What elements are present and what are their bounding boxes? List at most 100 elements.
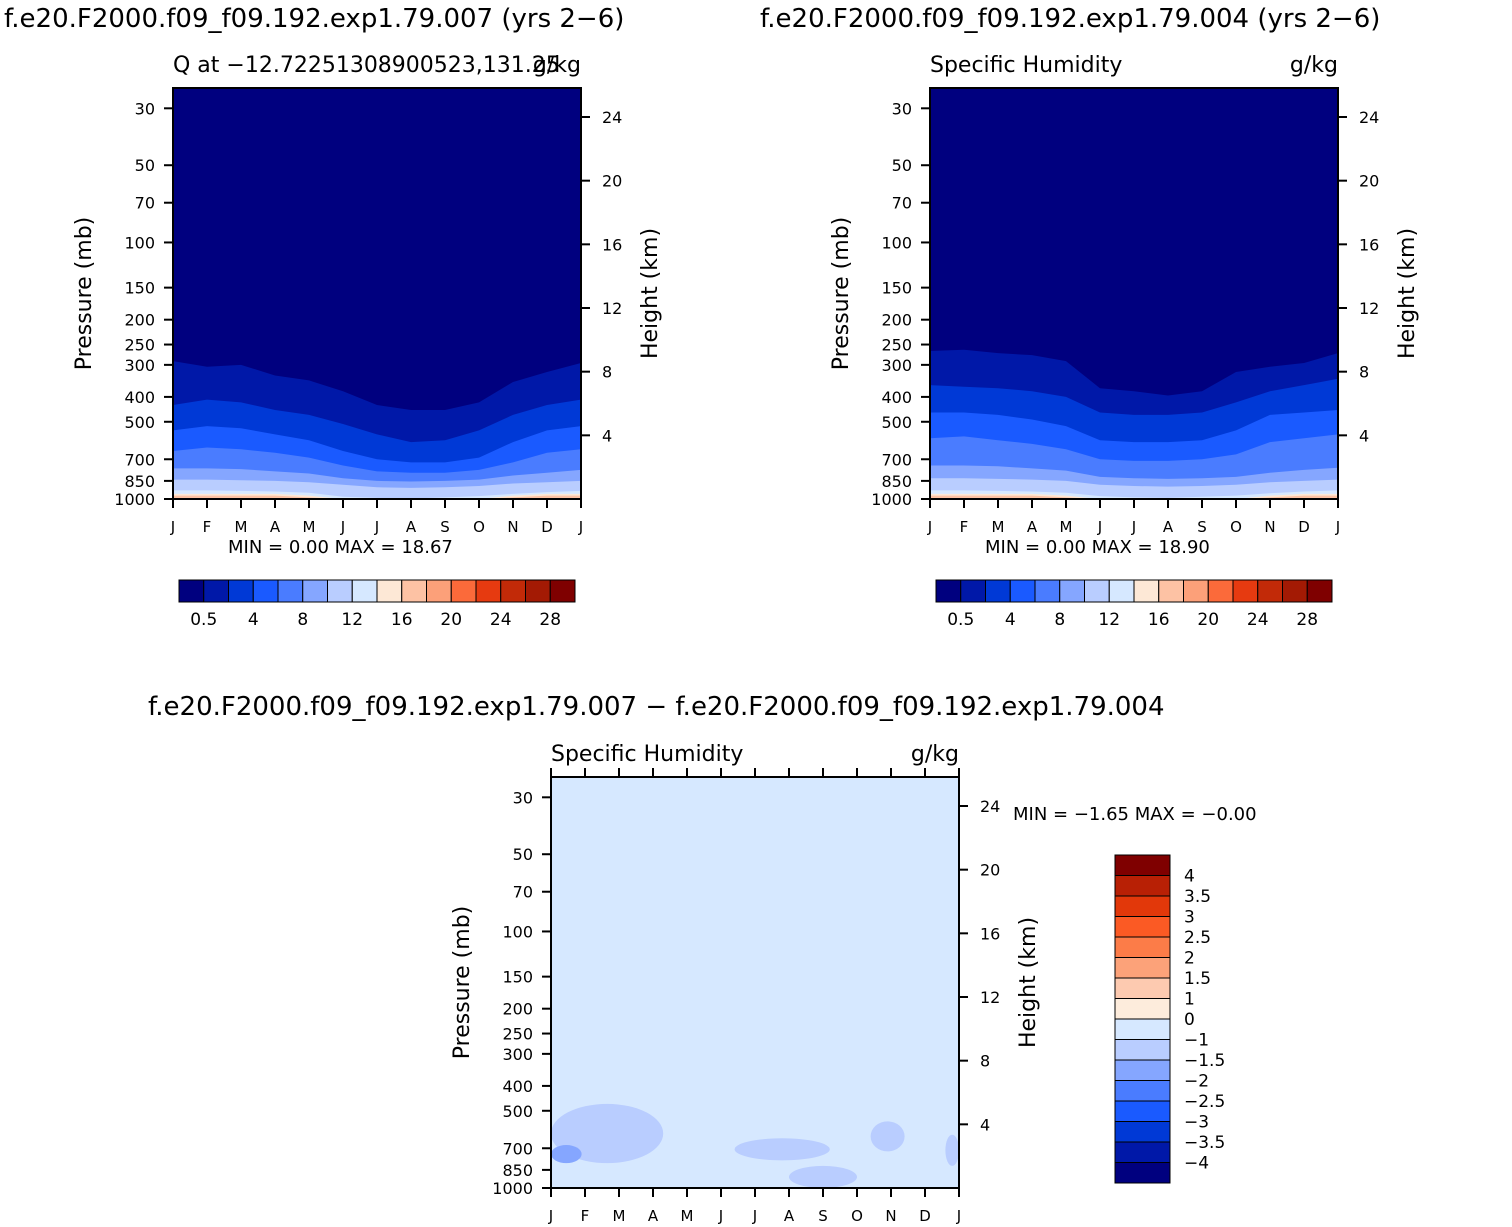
y2-tick-label: 16 <box>1359 235 1379 254</box>
y-tick-label: 300 <box>881 356 912 375</box>
y-tick-label: 150 <box>124 279 155 298</box>
colorbar-swatch <box>985 579 1011 603</box>
y-tick-label: 70 <box>892 194 912 213</box>
plot-left-title: Specific Humidity <box>551 742 743 767</box>
anomaly-patch <box>945 1134 959 1166</box>
plot-units-title: g/kg <box>911 742 959 767</box>
plot-units-title: g/kg <box>533 53 581 78</box>
y2-tick-label: 20 <box>602 172 622 191</box>
y-tick-label: 100 <box>881 233 912 252</box>
colorbar-swatch <box>1114 854 1171 876</box>
y-tick-label: 850 <box>881 472 912 491</box>
y-tick-label: 50 <box>135 156 155 175</box>
colorbar-label: 4 <box>1005 610 1016 630</box>
run-title: f.e20.F2000.f09_f09.192.exp1.79.007 − f.… <box>148 692 1165 722</box>
run-title: f.e20.F2000.f09_f09.192.exp1.79.007 (yrs… <box>4 4 624 34</box>
x-tick-label: S <box>440 518 450 536</box>
colorbar-swatch <box>426 579 452 603</box>
anomaly-patch <box>734 1138 830 1161</box>
plot-left-title: Specific Humidity <box>930 53 1122 78</box>
colorbar-swatch <box>1257 579 1283 603</box>
colorbar-label: 12 <box>341 610 363 630</box>
colorbar-label: −2.5 <box>1184 1092 1225 1112</box>
y-tick-label: 100 <box>502 922 533 941</box>
colorbar-label: 3.5 <box>1184 887 1211 907</box>
colorbar-swatch <box>1114 1141 1171 1163</box>
y2-tick-label: 24 <box>980 797 1000 816</box>
colorbar-swatch <box>228 579 254 603</box>
x-tick-label: J <box>927 518 932 536</box>
x-tick-label: D <box>919 1207 931 1225</box>
colorbar-label: 16 <box>1148 610 1170 630</box>
y-tick-label: 50 <box>892 156 912 175</box>
colorbar-label: 1 <box>1184 990 1195 1010</box>
y-tick-label: 400 <box>502 1077 533 1096</box>
colorbar-swatch <box>525 579 551 603</box>
contour-fill <box>551 777 959 1188</box>
colorbar-swatch <box>302 579 328 603</box>
colorbar-swatch <box>1114 875 1171 897</box>
y2-tick-label: 12 <box>602 299 622 318</box>
x-tick-label: M <box>992 518 1005 536</box>
x-tick-label: J <box>1335 518 1340 536</box>
anomaly-patch <box>551 1103 664 1164</box>
y-tick-label: 30 <box>135 99 155 118</box>
colorbar-swatch <box>1114 1162 1171 1184</box>
y-tick-label: 30 <box>513 788 533 807</box>
y-tick-label: 850 <box>124 472 155 491</box>
y2-tick-label: 4 <box>1359 426 1369 445</box>
y2-tick-label: 8 <box>602 363 612 382</box>
y-tick-label: 500 <box>881 413 912 432</box>
min-max-label: MIN = 0.00 MAX = 18.90 <box>985 537 1210 558</box>
y2-tick-label: 12 <box>980 988 1000 1007</box>
y2-tick-label: 8 <box>1359 363 1369 382</box>
colorbar-swatch <box>1232 579 1259 603</box>
colorbar-swatch <box>1114 1121 1171 1143</box>
colorbar-swatch <box>1282 579 1308 603</box>
colorbar-swatch <box>203 579 229 603</box>
y2-axis-title: Height (km) <box>638 228 663 359</box>
colorbar-label: 24 <box>1247 610 1269 630</box>
y-tick-label: 50 <box>513 845 533 864</box>
colorbar-label: −2 <box>1184 1072 1209 1092</box>
colorbar-swatch <box>178 579 205 603</box>
x-tick-label: S <box>1197 518 1207 536</box>
anomaly-patch <box>789 1165 857 1188</box>
y-tick-label: 700 <box>124 450 155 469</box>
x-tick-label: N <box>507 518 518 536</box>
y-tick-label: 400 <box>124 388 155 407</box>
x-tick-label: A <box>1163 518 1174 536</box>
y-tick-label: 150 <box>502 968 533 987</box>
x-tick-label: J <box>752 1207 757 1225</box>
x-tick-label: M <box>303 518 316 536</box>
y-tick-label: 100 <box>124 233 155 252</box>
colorbar-swatch <box>351 579 378 603</box>
colorbar-swatch <box>1114 916 1171 938</box>
colorbar-swatch <box>1114 936 1171 958</box>
y-tick-label: 250 <box>502 1025 533 1044</box>
colorbar-swatch <box>1009 579 1036 603</box>
contour-fill <box>930 88 1338 499</box>
y2-tick-label: 8 <box>980 1052 990 1071</box>
y-tick-label: 200 <box>124 311 155 330</box>
x-tick-label: J <box>548 1207 553 1225</box>
x-tick-label: O <box>851 1207 863 1225</box>
y-tick-label: 500 <box>502 1102 533 1121</box>
colorbar-swatch <box>960 579 986 603</box>
x-tick-label: F <box>960 518 969 536</box>
colorbar-swatch <box>327 579 353 603</box>
colorbar-swatch <box>1114 977 1171 999</box>
x-tick-label: O <box>1230 518 1242 536</box>
colorbar-label: 28 <box>539 610 561 630</box>
y2-tick-label: 12 <box>1359 299 1379 318</box>
y2-tick-label: 16 <box>602 235 622 254</box>
colorbar-label: 8 <box>297 610 308 630</box>
x-tick-label: J <box>340 518 345 536</box>
colorbar-label: 24 <box>490 610 512 630</box>
colorbar-label: 4 <box>1184 867 1195 887</box>
y-tick-label: 1000 <box>492 1179 533 1198</box>
contour-fill <box>173 88 581 499</box>
x-tick-label: M <box>1060 518 1073 536</box>
colorbar-label: 3 <box>1184 908 1195 928</box>
colorbar-label: 0.5 <box>190 610 217 630</box>
